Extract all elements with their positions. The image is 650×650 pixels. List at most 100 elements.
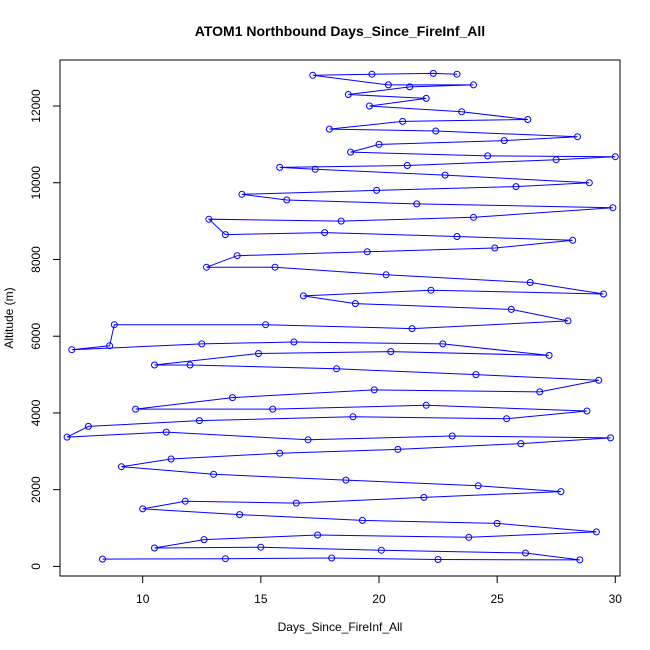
- data-point: [333, 365, 340, 373]
- data-point: [611, 153, 619, 161]
- data-point: [600, 290, 607, 298]
- data-point: [375, 140, 383, 148]
- data-point: [203, 263, 210, 271]
- data-point: [474, 482, 482, 490]
- data-point: [472, 371, 480, 379]
- x-tick-label: 10: [136, 592, 150, 606]
- data-point: [434, 556, 442, 563]
- data-point: [181, 497, 189, 505]
- data-point: [257, 543, 265, 551]
- data-point: [186, 361, 194, 369]
- data-point: [99, 555, 106, 563]
- data-point: [387, 348, 395, 356]
- x-axis: 10 15 20 25 30: [136, 575, 623, 606]
- data-point: [465, 533, 473, 541]
- data-point: [363, 248, 371, 256]
- data-point: [221, 231, 229, 239]
- data-point: [441, 171, 449, 179]
- data-point: [117, 463, 125, 471]
- data-point: [384, 81, 392, 89]
- data-point: [358, 516, 366, 524]
- data-point: [429, 69, 437, 77]
- data-point: [271, 263, 279, 271]
- chart-title: ATOM1 Northbound Days_Since_FireInf_All: [195, 23, 485, 39]
- data-point: [304, 436, 312, 444]
- data-point: [406, 83, 414, 91]
- data-point: [344, 91, 352, 98]
- data-point: [592, 528, 600, 536]
- data-point: [311, 165, 319, 173]
- data-point: [314, 531, 322, 539]
- x-axis-label: Days_Since_FireInf_All: [278, 620, 403, 634]
- data-point: [503, 415, 511, 423]
- data-point: [373, 186, 381, 194]
- data-point: [276, 449, 284, 457]
- data-point: [238, 190, 246, 198]
- y-tick-label: 6000: [29, 323, 43, 350]
- data-point: [500, 137, 508, 145]
- data-point: [422, 401, 430, 409]
- data-point: [370, 386, 378, 394]
- data-point: [522, 549, 529, 557]
- data-point: [377, 546, 385, 554]
- data-point: [195, 417, 203, 425]
- data-point: [552, 156, 560, 164]
- data-point: [536, 388, 544, 396]
- data-point: [349, 413, 357, 421]
- data-point: [221, 555, 229, 563]
- data-point: [517, 440, 525, 448]
- data-point: [545, 351, 553, 359]
- data-point: [420, 493, 428, 501]
- data-point: [512, 183, 520, 191]
- data-point: [110, 321, 118, 329]
- data-point: [574, 133, 581, 141]
- series-line: [66, 72, 616, 561]
- data-point: [151, 361, 158, 369]
- data-point: [507, 305, 515, 313]
- y-tick-label: 4000: [29, 399, 43, 426]
- data-point: [299, 292, 307, 300]
- data-point: [432, 127, 440, 135]
- data-point: [526, 279, 534, 286]
- data-point: [290, 338, 298, 346]
- data-point: [255, 350, 262, 357]
- data-point: [484, 152, 492, 160]
- data-point: [309, 71, 317, 79]
- data-point: [408, 325, 416, 333]
- y-tick-label: 0: [29, 563, 43, 570]
- data-point: [394, 445, 402, 453]
- data-point: [321, 229, 329, 237]
- data-point: [283, 196, 291, 204]
- data-point: [151, 544, 158, 552]
- data-point: [292, 499, 300, 507]
- x-tick-label: 30: [609, 592, 623, 606]
- data-point: [198, 340, 206, 348]
- data-point: [382, 271, 390, 279]
- data-point: [403, 162, 411, 169]
- data-point: [328, 554, 336, 562]
- data-point: [524, 116, 532, 123]
- data-point: [448, 432, 456, 440]
- data-point: [276, 163, 284, 171]
- data-point: [439, 340, 447, 348]
- data-point: [229, 394, 236, 402]
- data-point: [576, 556, 584, 564]
- series-layer: [63, 69, 619, 564]
- data-point: [609, 204, 617, 212]
- data-point: [337, 217, 345, 225]
- data-point: [106, 342, 114, 350]
- data-point: [269, 405, 277, 413]
- data-point: [68, 346, 76, 354]
- data-point: [557, 488, 565, 496]
- data-point: [162, 428, 170, 436]
- data-point: [368, 70, 376, 78]
- x-tick-label: 25: [490, 592, 504, 606]
- y-axis-label: Altitude (m): [2, 287, 16, 348]
- y-axis: 0 2000 4000 6000 8000 10000 12000: [29, 89, 61, 570]
- data-point: [453, 70, 461, 78]
- data-point: [236, 511, 244, 519]
- data-point: [458, 108, 466, 116]
- data-point: [63, 433, 71, 441]
- data-point: [200, 536, 208, 544]
